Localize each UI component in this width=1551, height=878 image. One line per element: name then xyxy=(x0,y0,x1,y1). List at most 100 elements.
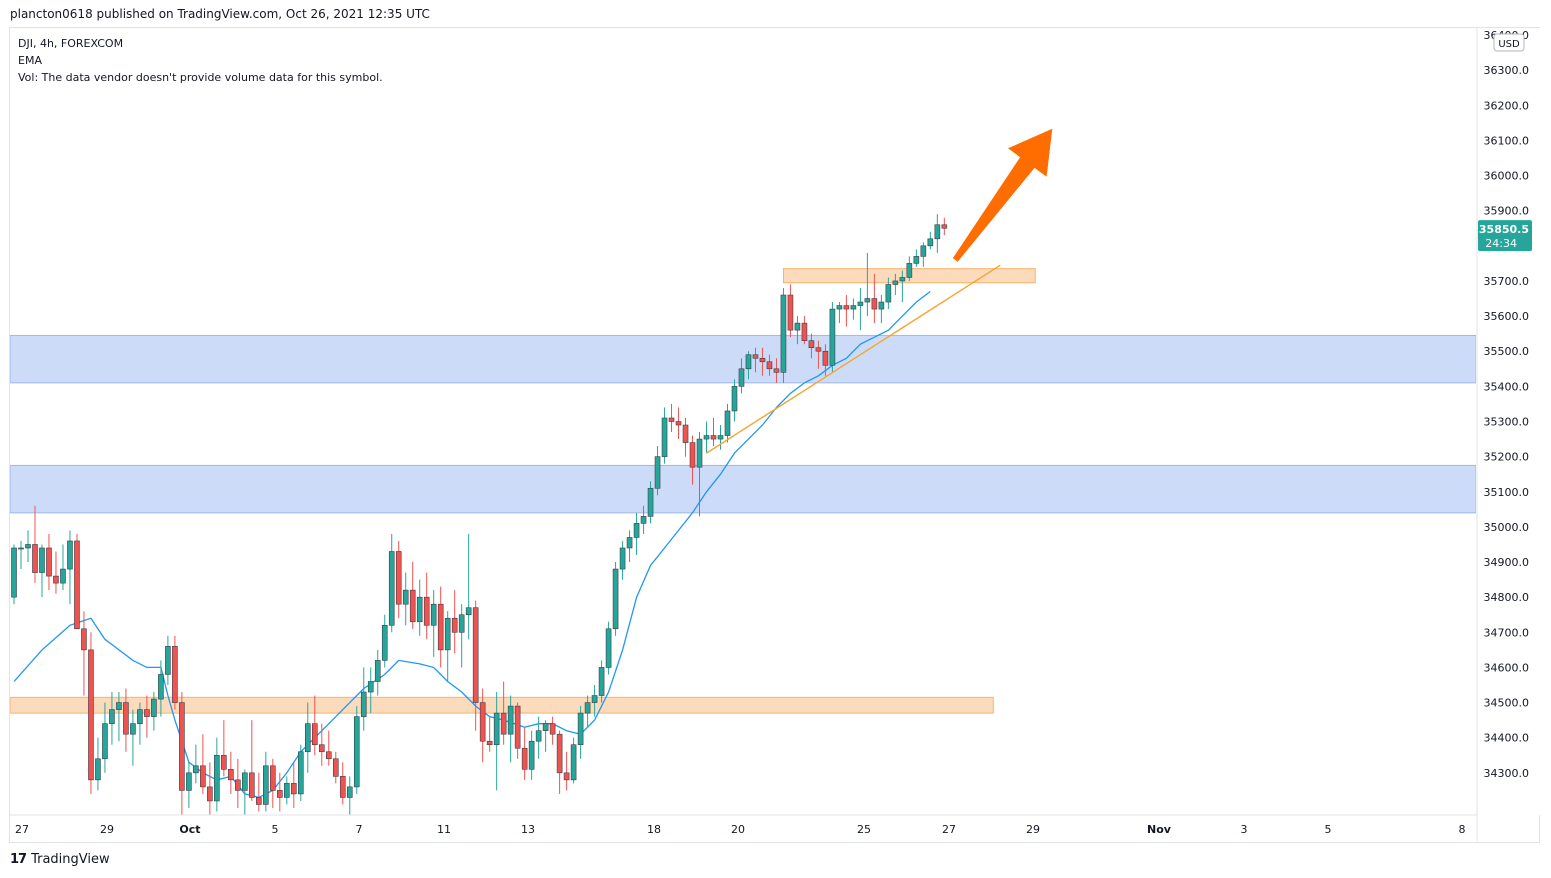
candle-up[interactable] xyxy=(696,438,703,468)
candle-down[interactable] xyxy=(221,754,227,770)
candle-up[interactable] xyxy=(214,754,220,802)
candle-up[interactable] xyxy=(137,709,143,724)
candle-down[interactable] xyxy=(53,575,59,584)
candle-up[interactable] xyxy=(25,544,31,549)
candle-up[interactable] xyxy=(794,322,801,331)
candle-up[interactable] xyxy=(353,716,360,788)
candle-up[interactable] xyxy=(542,723,549,731)
candle-down[interactable] xyxy=(752,354,759,359)
candle-up[interactable] xyxy=(95,758,101,781)
candle-up[interactable] xyxy=(619,547,626,570)
candle-up[interactable] xyxy=(899,277,906,282)
candle-up[interactable] xyxy=(633,523,640,538)
candle-up[interactable] xyxy=(102,723,108,760)
candle-up[interactable] xyxy=(640,516,647,524)
candle-down[interactable] xyxy=(249,772,255,798)
candle-up[interactable] xyxy=(738,368,745,387)
candle-down[interactable] xyxy=(270,765,276,791)
candle-down[interactable] xyxy=(123,702,129,735)
candle-up[interactable] xyxy=(297,751,304,795)
candle-down[interactable] xyxy=(787,294,794,331)
candle-up[interactable] xyxy=(242,772,248,791)
candle-down[interactable] xyxy=(843,305,850,310)
candle-up[interactable] xyxy=(829,308,836,366)
candle-up[interactable] xyxy=(402,589,409,605)
candle-up[interactable] xyxy=(151,698,157,717)
candle-up[interactable] xyxy=(39,547,45,573)
candle-up[interactable] xyxy=(703,435,710,440)
candle-up[interactable] xyxy=(381,624,388,661)
candle-up[interactable] xyxy=(913,256,920,264)
candle-up[interactable] xyxy=(493,712,500,746)
candle-down[interactable] xyxy=(74,540,80,630)
candle-up[interactable] xyxy=(18,547,24,550)
candle-up[interactable] xyxy=(458,614,465,633)
candle-down[interactable] xyxy=(521,747,528,770)
candle-up[interactable] xyxy=(577,712,584,746)
candle-down[interactable] xyxy=(81,628,87,651)
candle-up[interactable] xyxy=(507,705,514,735)
candle-down[interactable] xyxy=(941,224,948,229)
candle-up[interactable] xyxy=(60,568,66,584)
candle-up[interactable] xyxy=(892,280,899,285)
candle-down[interactable] xyxy=(235,779,241,791)
candle-down[interactable] xyxy=(325,751,332,760)
trendline[interactable] xyxy=(706,264,1001,454)
legend-symbol[interactable]: DJI, 4h, FOREXCOM xyxy=(18,37,124,50)
candle-down[interactable] xyxy=(808,340,815,349)
candle-down[interactable] xyxy=(514,705,521,749)
candle-down[interactable] xyxy=(32,544,38,573)
candle-down[interactable] xyxy=(290,783,297,795)
candle-up[interactable] xyxy=(374,660,381,682)
candle-down[interactable] xyxy=(207,786,213,802)
candle-down[interactable] xyxy=(759,357,766,363)
candle-down[interactable] xyxy=(472,607,479,703)
candle-down[interactable] xyxy=(486,740,493,746)
candle-up[interactable] xyxy=(11,547,17,598)
candle-up[interactable] xyxy=(360,691,367,717)
bullish-arrow[interactable] xyxy=(952,128,1053,262)
candle-down[interactable] xyxy=(563,772,570,781)
candle-down[interactable] xyxy=(871,298,878,310)
candle-up[interactable] xyxy=(878,301,885,310)
candle-up[interactable] xyxy=(906,263,913,278)
candle-up[interactable] xyxy=(367,681,374,693)
candle-down[interactable] xyxy=(801,322,808,341)
candle-up[interactable] xyxy=(724,410,731,436)
candle-up[interactable] xyxy=(528,740,535,770)
candle-down[interactable] xyxy=(556,733,563,774)
candle-down[interactable] xyxy=(256,797,262,805)
candle-up[interactable] xyxy=(284,783,290,798)
candle-up[interactable] xyxy=(731,386,738,412)
candle-down[interactable] xyxy=(339,776,346,798)
candle-up[interactable] xyxy=(836,305,843,310)
candle-up[interactable] xyxy=(626,537,633,549)
candle-up[interactable] xyxy=(857,301,864,306)
candle-up[interactable] xyxy=(920,245,927,257)
candle-up[interactable] xyxy=(584,702,591,714)
candle-up[interactable] xyxy=(934,224,941,240)
candle-up[interactable] xyxy=(927,238,934,247)
candle-down[interactable] xyxy=(144,709,150,717)
candle-down[interactable] xyxy=(172,646,178,703)
candle-down[interactable] xyxy=(675,421,682,426)
candle-down[interactable] xyxy=(689,442,696,468)
candle-down[interactable] xyxy=(318,744,325,753)
candle-up[interactable] xyxy=(193,765,199,774)
candle-up[interactable] xyxy=(647,487,654,517)
candle-up[interactable] xyxy=(304,723,311,753)
pivot-zone[interactable] xyxy=(10,696,994,714)
candle-up[interactable] xyxy=(465,607,472,616)
candle-up[interactable] xyxy=(661,417,668,457)
candle-down[interactable] xyxy=(179,702,185,791)
candle-up[interactable] xyxy=(430,603,437,626)
candle-up[interactable] xyxy=(346,786,353,798)
candle-down[interactable] xyxy=(479,702,486,742)
candle-up[interactable] xyxy=(263,765,269,805)
candle-down[interactable] xyxy=(710,435,717,440)
legend-indicator[interactable]: EMA xyxy=(18,54,42,67)
candle-down[interactable] xyxy=(451,617,458,633)
price-axis[interactable] xyxy=(1477,28,1540,815)
candle-down[interactable] xyxy=(815,347,822,352)
